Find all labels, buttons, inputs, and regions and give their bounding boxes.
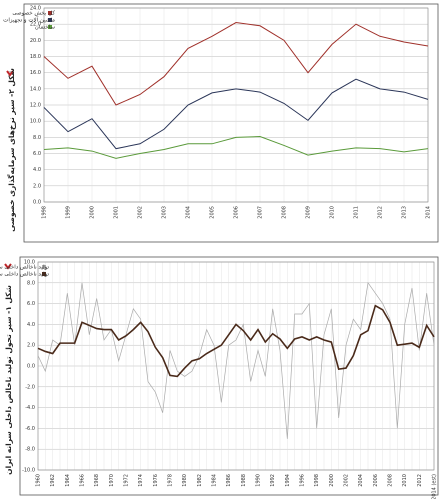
x-tick-label: 1970 bbox=[109, 474, 115, 487]
x-tick-label: 2008 bbox=[282, 206, 288, 219]
x-tick-label: 2010 bbox=[330, 206, 336, 219]
series-line bbox=[43, 136, 429, 159]
y-tick-label: -6.0 bbox=[25, 426, 35, 432]
x-tick-label: 2002 bbox=[344, 474, 350, 487]
x-tick-label: 2014 (est) bbox=[432, 474, 438, 499]
legend-label: ساختمان bbox=[35, 25, 56, 31]
y-tick-label: 0.0 bbox=[27, 364, 35, 370]
x-tick-label: 1990 bbox=[256, 474, 262, 487]
y-tick-label: 10.0 bbox=[30, 119, 41, 125]
x-tick-label: 2001 bbox=[114, 206, 120, 219]
x-tick-label: 1984 bbox=[212, 474, 218, 487]
x-tick-label: 1994 bbox=[285, 474, 291, 487]
y-tick-label: -4.0 bbox=[25, 405, 35, 411]
y-tick-label: 4.0 bbox=[27, 322, 35, 328]
legend-label: کل بخش خصوصی bbox=[12, 10, 55, 17]
x-tick-label: 1974 bbox=[138, 474, 144, 487]
x-tick-label: 1980 bbox=[182, 474, 188, 487]
y-tick-label: -8.0 bbox=[25, 447, 35, 453]
y-tick-label: -10.0 bbox=[22, 468, 35, 474]
x-tick-label: 2011 bbox=[354, 206, 360, 219]
y-tick-label: 14.0 bbox=[30, 86, 41, 92]
x-tick-label: 2014 bbox=[426, 206, 432, 219]
y-tick-label: 6.0 bbox=[27, 301, 35, 307]
x-tick-label: 2008 bbox=[388, 474, 394, 487]
legend-label: تولید ناخالص داخلی سرانه bbox=[0, 265, 49, 271]
x-tick-label: 1972 bbox=[124, 474, 130, 487]
frame bbox=[23, 3, 439, 243]
legend-swatch bbox=[42, 272, 46, 276]
x-tick-label: 2010 bbox=[402, 474, 408, 487]
x-tick-label: 2007 bbox=[258, 206, 264, 219]
x-tick-label: 1968 bbox=[94, 474, 100, 487]
frame bbox=[19, 256, 439, 496]
x-tick-label: 2002 bbox=[138, 206, 144, 219]
x-tick-label: 2003 bbox=[162, 206, 168, 219]
x-tick-label: 1960 bbox=[36, 474, 42, 487]
x-tick-label: 1962 bbox=[50, 474, 56, 487]
y-tick-label: 18.0 bbox=[30, 54, 41, 60]
series-line bbox=[43, 78, 429, 150]
y-tick-label: 8.0 bbox=[33, 135, 41, 141]
x-tick-label: 1986 bbox=[226, 474, 232, 487]
x-tick-label: 2009 bbox=[306, 206, 312, 219]
chart-title: شکل ۲- سیر نرخ‌های سرمایه‌گذاری خصوصی bbox=[7, 68, 16, 232]
x-tick-label: 2006 bbox=[234, 206, 240, 219]
x-tick-label: 2012 bbox=[378, 206, 384, 219]
y-tick-label: 22.0 bbox=[30, 22, 41, 28]
x-tick-label: 1988 bbox=[241, 474, 247, 487]
x-tick-label: 2005 bbox=[210, 206, 216, 219]
x-tick-label: 2013 bbox=[402, 206, 408, 219]
series-line bbox=[37, 281, 435, 439]
x-tick-label: 2000 bbox=[90, 206, 96, 219]
series-line bbox=[43, 22, 429, 106]
x-tick-label: 1998 bbox=[42, 206, 48, 219]
plot-border bbox=[37, 261, 435, 471]
y-tick-label: 20.0 bbox=[30, 38, 41, 44]
x-tick-label: 1996 bbox=[300, 474, 306, 487]
legend-label: تولید ناخالص داخلی سرانه (میانگین متحرک … bbox=[0, 271, 49, 278]
chevron-icon bbox=[6, 70, 14, 77]
chevron-icon bbox=[4, 263, 12, 270]
y-tick-label: 10.0 bbox=[24, 260, 35, 266]
x-tick-label: 2006 bbox=[373, 474, 379, 487]
y-tick-label: -2.0 bbox=[25, 384, 35, 390]
y-tick-label: 8.0 bbox=[27, 280, 35, 286]
x-tick-label: 1966 bbox=[80, 474, 86, 487]
chart-title: شکل ۱- سیر تحول تولید ناخالص داخلی سرانه… bbox=[4, 285, 13, 475]
legend-label: ماشین آلات و تجهیزات bbox=[3, 17, 55, 24]
x-tick-label: 2000 bbox=[329, 474, 335, 487]
plot-border bbox=[43, 7, 429, 203]
y-tick-label: 6.0 bbox=[33, 151, 41, 157]
x-tick-label: 1978 bbox=[168, 474, 174, 487]
legend-swatch bbox=[48, 18, 52, 22]
y-tick-label: 24.0 bbox=[30, 6, 41, 12]
x-tick-label: 1998 bbox=[314, 474, 320, 487]
x-tick-label: 1999 bbox=[66, 206, 72, 219]
y-tick-label: 12.0 bbox=[30, 103, 41, 109]
x-tick-label: 2004 bbox=[186, 206, 192, 219]
x-tick-label: 2004 bbox=[358, 474, 364, 487]
series-line bbox=[37, 304, 435, 378]
x-tick-label: 2012 bbox=[417, 474, 423, 487]
x-tick-label: 1976 bbox=[153, 474, 159, 487]
y-tick-label: 2.0 bbox=[27, 343, 35, 349]
legend-swatch bbox=[48, 25, 52, 29]
y-tick-label: 2.0 bbox=[33, 183, 41, 189]
y-tick-label: 4.0 bbox=[33, 167, 41, 173]
legend-swatch bbox=[48, 11, 52, 15]
x-tick-label: 1992 bbox=[270, 474, 276, 487]
x-tick-label: 1982 bbox=[197, 474, 203, 487]
legend-swatch bbox=[42, 265, 46, 269]
y-tick-label: 0.0 bbox=[33, 200, 41, 206]
y-tick-label: 16.0 bbox=[30, 70, 41, 76]
x-tick-label: 1964 bbox=[65, 474, 71, 487]
